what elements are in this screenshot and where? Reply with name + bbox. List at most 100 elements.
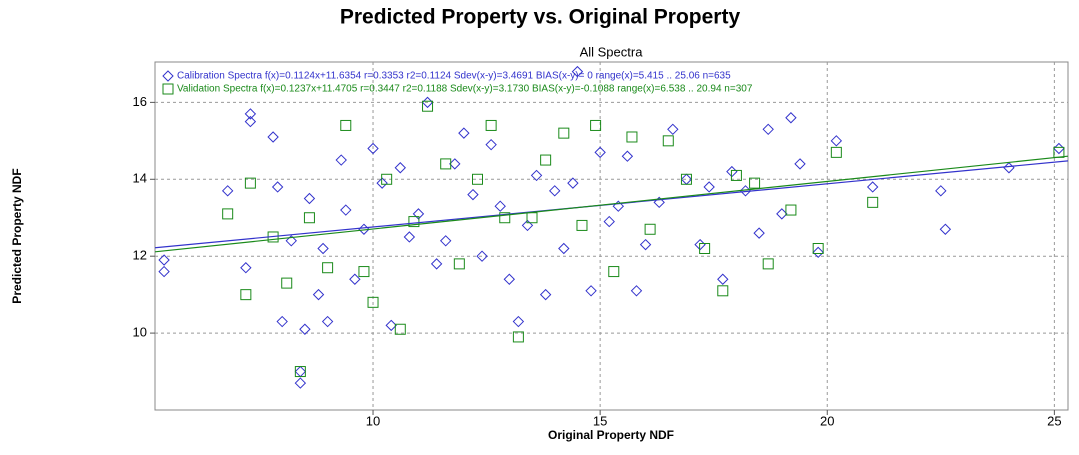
legend-label: Validation Spectra f(x)=0.1237x+11.4705 …	[177, 84, 753, 95]
data-point	[521, 219, 534, 232]
data-point	[321, 315, 334, 328]
data-point	[358, 266, 370, 278]
data-point	[830, 135, 843, 147]
data-point	[421, 96, 434, 109]
data-point	[340, 204, 352, 216]
data-point	[299, 323, 311, 335]
data-point	[158, 254, 170, 266]
data-point	[221, 185, 234, 197]
data-point	[240, 262, 252, 274]
data-point	[267, 131, 279, 143]
data-point	[653, 196, 665, 209]
data-point	[322, 262, 334, 274]
data-point	[294, 365, 307, 378]
data-point	[222, 208, 234, 220]
data-point	[1003, 162, 1015, 174]
data-point	[403, 231, 416, 243]
data-point	[730, 169, 742, 181]
data-point	[440, 158, 452, 170]
data-point	[540, 154, 552, 166]
data-point	[626, 131, 638, 143]
data-point	[317, 242, 329, 255]
data-point	[349, 273, 361, 285]
data-point	[590, 119, 602, 131]
data-point	[512, 331, 524, 343]
data-point	[585, 285, 597, 297]
y-tick-label: 14	[133, 171, 147, 186]
data-point	[794, 158, 806, 170]
data-point	[571, 65, 584, 78]
data-point	[567, 177, 579, 189]
data-point	[935, 185, 947, 197]
data-point	[639, 238, 652, 251]
data-point	[753, 227, 765, 239]
data-point	[285, 235, 297, 247]
data-point	[303, 192, 316, 205]
legend-label: Calibration Spectra f(x)=0.1124x+11.6354…	[177, 71, 731, 82]
data-point	[294, 366, 306, 378]
data-point	[430, 258, 443, 270]
data-point	[812, 246, 824, 259]
data-point	[717, 273, 729, 285]
data-point	[667, 123, 679, 136]
y-tick-label: 16	[133, 94, 147, 109]
data-point	[558, 127, 570, 139]
data-point	[476, 250, 488, 262]
data-point	[394, 162, 406, 174]
data-point	[549, 185, 561, 197]
data-point	[281, 277, 293, 289]
data-point	[472, 173, 484, 185]
x-tick-label: 10	[366, 413, 380, 428]
data-point	[276, 315, 288, 328]
data-point	[503, 273, 516, 285]
legend-marker	[162, 70, 174, 82]
data-point	[1053, 142, 1065, 155]
data-point	[453, 258, 465, 270]
data-point	[422, 100, 434, 112]
data-point	[367, 142, 379, 155]
data-point	[558, 242, 570, 255]
data-point	[603, 215, 615, 228]
data-point	[381, 173, 393, 185]
data-point	[680, 173, 692, 185]
data-point	[812, 242, 824, 254]
x-axis-label: Original Property NDF	[548, 428, 674, 442]
data-point	[939, 223, 952, 235]
data-point	[749, 177, 761, 189]
data-point	[467, 188, 479, 201]
data-point	[408, 216, 420, 228]
data-point	[340, 119, 352, 131]
data-point	[776, 208, 788, 220]
data-point	[867, 196, 879, 208]
data-point	[630, 285, 643, 297]
data-point	[644, 223, 656, 235]
data-point	[594, 146, 606, 159]
plot-frame	[154, 61, 1069, 411]
y-tick-label: 10	[133, 325, 147, 340]
data-point	[512, 315, 525, 328]
y-axis-label: Predicted Property NDF	[10, 168, 24, 303]
data-point	[662, 135, 674, 147]
data-point	[376, 177, 388, 189]
data-point	[244, 108, 257, 120]
data-point	[240, 289, 252, 301]
data-point	[785, 112, 797, 124]
x-tick-label: 25	[1047, 413, 1061, 428]
chart-subtitle: All Spectra	[580, 44, 644, 59]
data-point	[294, 377, 307, 389]
data-point	[1053, 146, 1065, 158]
data-point	[385, 319, 397, 332]
data-point	[271, 181, 284, 193]
regression-line	[155, 155, 1068, 253]
data-point	[530, 169, 543, 182]
data-point	[539, 288, 552, 301]
data-point	[576, 219, 588, 231]
data-point	[866, 181, 879, 193]
data-point	[621, 150, 634, 162]
data-point	[439, 235, 452, 247]
data-point	[394, 323, 406, 335]
x-tick-label: 20	[820, 413, 834, 428]
data-point	[485, 138, 497, 151]
x-tick-label: 15	[593, 413, 607, 428]
